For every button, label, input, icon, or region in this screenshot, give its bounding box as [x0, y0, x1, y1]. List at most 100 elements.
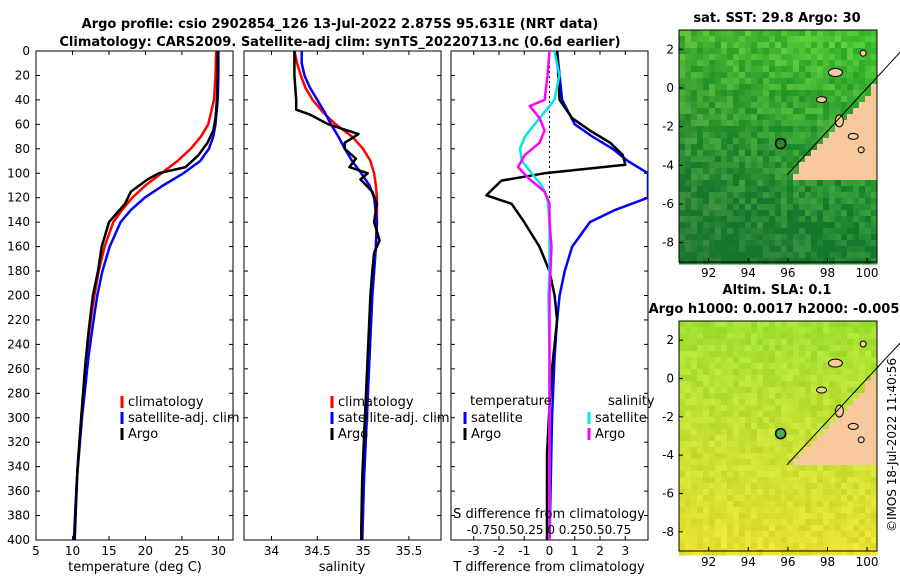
map-cell	[715, 531, 722, 538]
map-cell	[793, 549, 800, 556]
map-cell	[841, 495, 848, 502]
map-cell	[853, 252, 860, 259]
map-cell	[715, 252, 722, 259]
land-cell	[799, 174, 806, 181]
map-cell	[685, 126, 692, 133]
map-cell	[805, 537, 812, 544]
map-cell	[811, 387, 818, 394]
map-cell	[847, 327, 854, 334]
map-cell	[745, 102, 752, 109]
map-cell	[799, 192, 806, 199]
map-cell	[733, 441, 740, 448]
map-cell	[685, 357, 692, 364]
map-cell	[823, 180, 830, 187]
land-cell	[823, 156, 830, 163]
map-cell	[775, 447, 782, 454]
map-cell	[775, 351, 782, 358]
map-cell	[781, 36, 788, 43]
map-cell	[805, 393, 812, 400]
land-cell	[817, 156, 824, 163]
map-cell	[805, 108, 812, 115]
map-cell	[823, 333, 830, 340]
map-cell	[787, 42, 794, 49]
map-cell	[829, 228, 836, 235]
map-cell	[709, 138, 716, 145]
map-cell	[811, 144, 818, 151]
map-cell	[733, 168, 740, 175]
map-cell	[805, 357, 812, 364]
map-cell	[703, 174, 710, 181]
map-cell	[799, 54, 806, 61]
map-cell	[715, 333, 722, 340]
map-cell	[769, 240, 776, 247]
map-cell	[685, 216, 692, 223]
map-cell	[715, 48, 722, 55]
map-cell	[859, 30, 866, 37]
map-cell	[799, 447, 806, 454]
map-cell	[793, 78, 800, 85]
map-cell	[703, 345, 710, 352]
map-cell	[715, 417, 722, 424]
map-cell	[685, 507, 692, 514]
map-cell	[745, 351, 752, 358]
map-cell	[733, 258, 740, 265]
map-cell	[811, 429, 818, 436]
map-cell	[805, 363, 812, 370]
map-cell	[751, 144, 758, 151]
land-cell	[835, 156, 842, 163]
map-cell	[703, 549, 710, 556]
map-cell	[787, 513, 794, 520]
map-cell	[685, 429, 692, 436]
map-cell	[811, 90, 818, 97]
map-cell	[769, 90, 776, 97]
map-cell	[691, 477, 698, 484]
land-cell	[871, 387, 878, 394]
map-cell	[703, 192, 710, 199]
map-cell	[757, 495, 764, 502]
map-cell	[709, 66, 716, 73]
map-cell	[787, 549, 794, 556]
map-cell	[733, 78, 740, 85]
map-cell	[751, 495, 758, 502]
map-cell	[859, 60, 866, 67]
land-cell	[871, 126, 878, 133]
legend-label-climatology: climatology	[338, 395, 414, 410]
map-cell	[829, 375, 836, 382]
map-cell	[841, 36, 848, 43]
map-cell	[739, 369, 746, 376]
map-cell	[823, 519, 830, 526]
map-cell	[733, 252, 740, 259]
map-cell	[793, 198, 800, 205]
map-cell	[805, 489, 812, 496]
map-cell	[847, 513, 854, 520]
map-cell	[835, 465, 842, 472]
map-cell	[787, 399, 794, 406]
map-cell	[787, 210, 794, 217]
map-cell	[787, 537, 794, 544]
map-cell	[679, 144, 686, 151]
map-cell	[835, 198, 842, 205]
map-cell	[835, 537, 842, 544]
map-cell	[853, 54, 860, 61]
map-cell	[811, 180, 818, 187]
map-cell	[697, 357, 704, 364]
map-cell	[745, 411, 752, 418]
map-cell	[847, 258, 854, 265]
land-cell	[853, 417, 860, 424]
land-cell	[865, 162, 872, 169]
map-cell	[745, 417, 752, 424]
map-cell	[727, 144, 734, 151]
map-cell	[751, 525, 758, 532]
series-line-salinity-argo	[516, 51, 553, 540]
map-cell	[823, 537, 830, 544]
map-cell	[721, 399, 728, 406]
map-cell	[793, 393, 800, 400]
map-cell	[709, 222, 716, 229]
map-cell	[733, 501, 740, 508]
map-cell	[805, 252, 812, 259]
map-cell	[865, 252, 872, 259]
map-cell	[697, 252, 704, 259]
land-cell	[871, 411, 878, 418]
map-cell	[679, 150, 686, 157]
map-cell	[823, 369, 830, 376]
